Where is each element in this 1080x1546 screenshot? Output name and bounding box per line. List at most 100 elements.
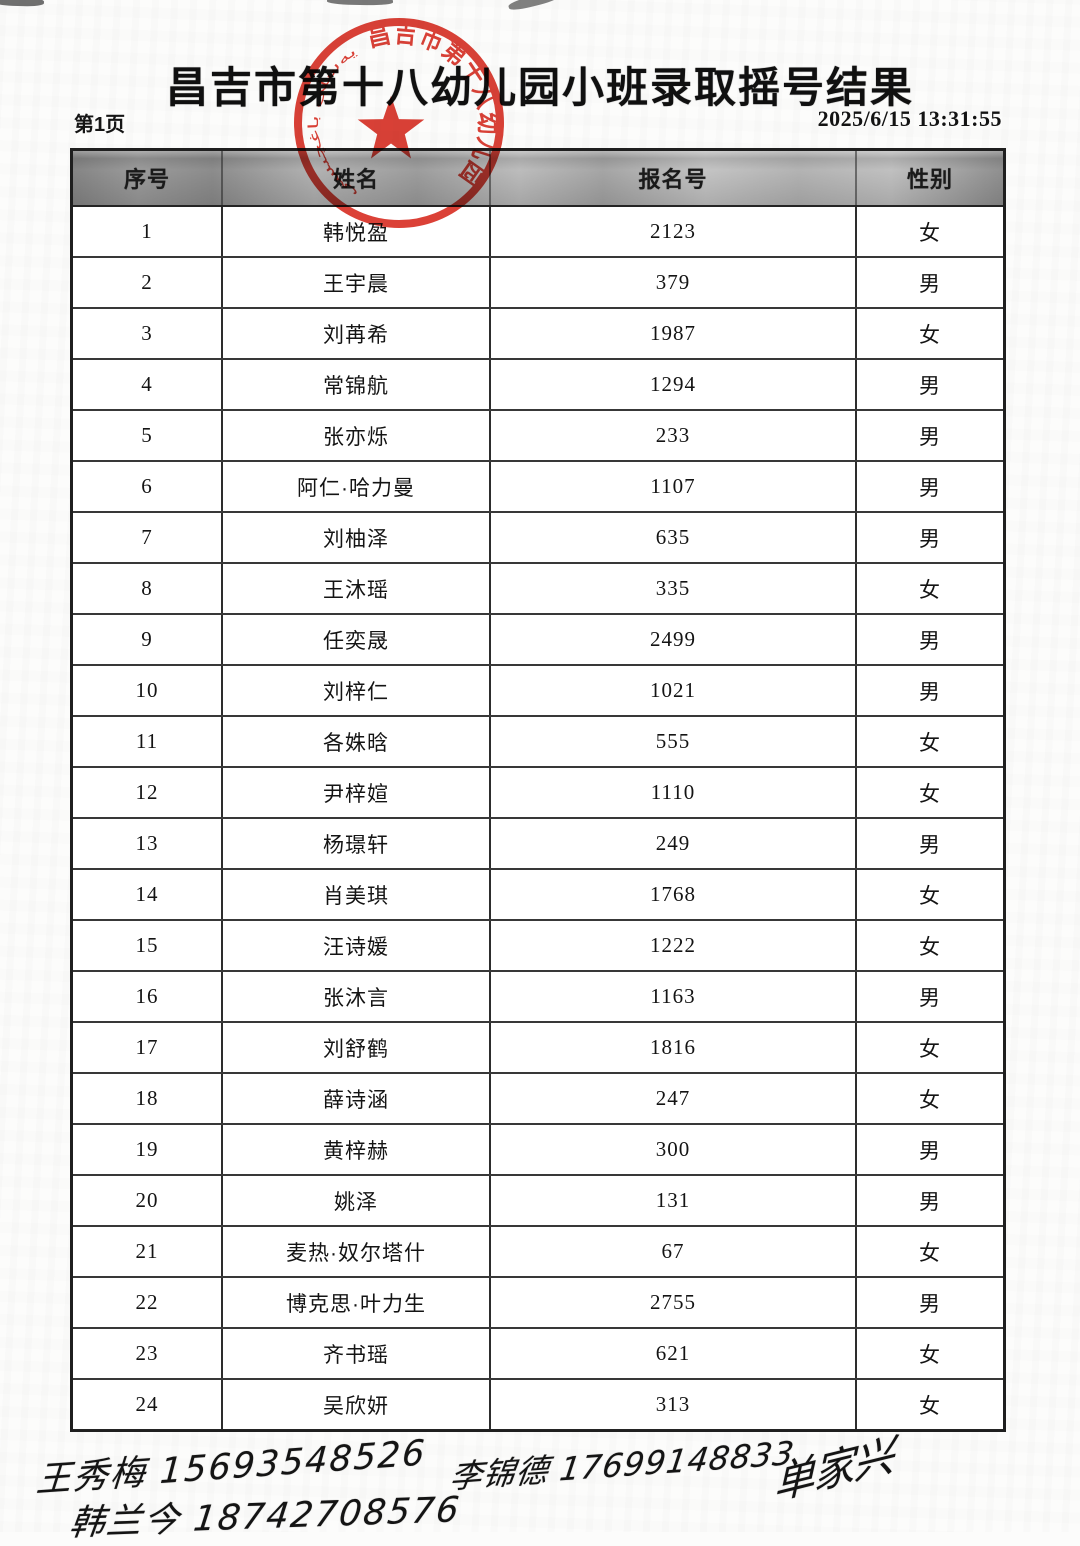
table-cell: 刘舒鹤: [223, 1023, 491, 1072]
table-cell: 刘苒希: [223, 309, 491, 358]
table-cell: 男: [919, 1292, 941, 1316]
table-row: 23 齐书瑶 621 女: [73, 1329, 1003, 1380]
table-cell: 各姝晗: [223, 717, 491, 766]
table-cell: 17: [73, 1023, 223, 1072]
table-row: 9 任奕晟 2499 男: [73, 615, 1003, 666]
table-row: 7 刘柚泽 635 男: [73, 513, 1003, 564]
table-cell: 男: [919, 272, 941, 296]
table-cell: 2755: [491, 1278, 857, 1327]
table-row: 15 汪诗媛 1222 女: [73, 921, 1003, 972]
table-row: 8 王沐瑶 335 女: [73, 564, 1003, 615]
table-row: 11 各姝晗 555 女: [73, 717, 1003, 768]
table-cell: 9: [73, 615, 223, 664]
table-cell: 1222: [491, 921, 857, 970]
table-cell: 薛诗涵: [223, 1074, 491, 1123]
table-cell: 11: [73, 717, 223, 766]
table-row: 17 刘舒鹤 1816 女: [73, 1023, 1003, 1074]
table-cell: 任奕晟: [223, 615, 491, 664]
table-cell: 韩悦盈: [223, 207, 491, 256]
table-cell: 18: [73, 1074, 223, 1123]
print-timestamp: 2025/6/15 13:31:55: [817, 106, 1002, 131]
table-cell: 4: [73, 360, 223, 409]
table-cell: 555: [491, 717, 857, 766]
table-cell: 男: [919, 1190, 941, 1214]
table-cell: 6: [73, 462, 223, 511]
table-row: 5 张亦烁 233 男: [73, 411, 1003, 462]
table-cell: 女: [919, 221, 941, 245]
table-row: 21 麦热·奴尔塔什 67 女: [73, 1227, 1003, 1278]
table-cell: 621: [491, 1329, 857, 1378]
table-cell: 67: [491, 1227, 857, 1276]
table-cell: 1768: [491, 870, 857, 919]
table-row: 4 常锦航 1294 男: [73, 360, 1003, 411]
table-cell: 女: [919, 578, 941, 602]
table-row: 6 阿仁·哈力曼 1107 男: [73, 462, 1003, 513]
table-row: 10 刘梓仁 1021 男: [73, 666, 1003, 717]
table-cell: 23: [73, 1329, 223, 1378]
table-cell: 刘梓仁: [223, 666, 491, 715]
scan-smudge: [0, 0, 45, 7]
table-cell: 男: [919, 425, 941, 449]
table-row: 14 肖美琪 1768 女: [73, 870, 1003, 921]
table-cell: 233: [491, 411, 857, 460]
table-row: 13 杨璟轩 249 男: [73, 819, 1003, 870]
table-cell: 男: [919, 986, 941, 1010]
table-row: 2 王宇晨 379 男: [73, 258, 1003, 309]
table-cell: 女: [919, 1088, 941, 1112]
table-row: 20 姚泽 131 男: [73, 1176, 1003, 1227]
table-cell: 1021: [491, 666, 857, 715]
table-cell: 2499: [491, 615, 857, 664]
table-cell: 249: [491, 819, 857, 868]
table-cell: 男: [919, 680, 941, 704]
table-cell: 1110: [491, 768, 857, 817]
header-cell-index: 序号: [73, 151, 223, 205]
table-cell: 1816: [491, 1023, 857, 1072]
table-cell: 女: [919, 782, 941, 806]
table-cell: 12: [73, 768, 223, 817]
table-cell: 19: [73, 1125, 223, 1174]
table-cell: 2: [73, 258, 223, 307]
table-cell: 22: [73, 1278, 223, 1327]
table-cell: 379: [491, 258, 857, 307]
table-row: 12 尹梓媗 1110 女: [73, 768, 1003, 819]
table-cell: 1294: [491, 360, 857, 409]
table-row: 22 博克思·叶力生 2755 男: [73, 1278, 1003, 1329]
table-cell: 齐书瑶: [223, 1329, 491, 1378]
table-cell: 女: [919, 323, 941, 347]
table-body: 1 韩悦盈 2123 女 2 王宇晨 379 男 3 刘苒希 1987 女 4 常锦航 1294 男 5 张亦烁 2…: [73, 207, 1003, 1429]
table-cell: 14: [73, 870, 223, 919]
table-cell: 131: [491, 1176, 857, 1225]
table-cell: 13: [73, 819, 223, 868]
table-cell: 女: [919, 1394, 941, 1418]
table-cell: 女: [919, 1241, 941, 1265]
table-header-row: 序号 姓名 报名号 性别: [73, 151, 1003, 207]
table-cell: 王宇晨: [223, 258, 491, 307]
table-cell: 16: [73, 972, 223, 1021]
header-cell-name: 姓名: [223, 151, 491, 205]
table-cell: 博克思·叶力生: [223, 1278, 491, 1327]
table-cell: 男: [919, 374, 941, 398]
lottery-result-table: 序号 姓名 报名号 性别 1 韩悦盈 2123 女 2 王宇晨 379 男 3 刘苒希 1987 女 4…: [70, 148, 1006, 1432]
table-cell: 21: [73, 1227, 223, 1276]
table-row: 19 黄梓赫 300 男: [73, 1125, 1003, 1176]
table-cell: 8: [73, 564, 223, 613]
table-row: 3 刘苒希 1987 女: [73, 309, 1003, 360]
table-row: 1 韩悦盈 2123 女: [73, 207, 1003, 258]
table-cell: 1107: [491, 462, 857, 511]
table-cell: 20: [73, 1176, 223, 1225]
table-cell: 男: [919, 833, 941, 857]
table-cell: 5: [73, 411, 223, 460]
page-number-label: 第1页: [74, 114, 126, 136]
table-cell: 男: [919, 629, 941, 653]
table-cell: 吴欣妍: [223, 1380, 491, 1429]
scan-smudge: [507, 0, 561, 13]
table-cell: 313: [491, 1380, 857, 1429]
table-cell: 247: [491, 1074, 857, 1123]
table-cell: 女: [919, 1037, 941, 1061]
table-row: 24 吴欣妍 313 女: [73, 1380, 1003, 1429]
table-cell: 汪诗媛: [223, 921, 491, 970]
table-cell: 635: [491, 513, 857, 562]
table-row: 18 薛诗涵 247 女: [73, 1074, 1003, 1125]
table-cell: 王沐瑶: [223, 564, 491, 613]
table-cell: 肖美琪: [223, 870, 491, 919]
